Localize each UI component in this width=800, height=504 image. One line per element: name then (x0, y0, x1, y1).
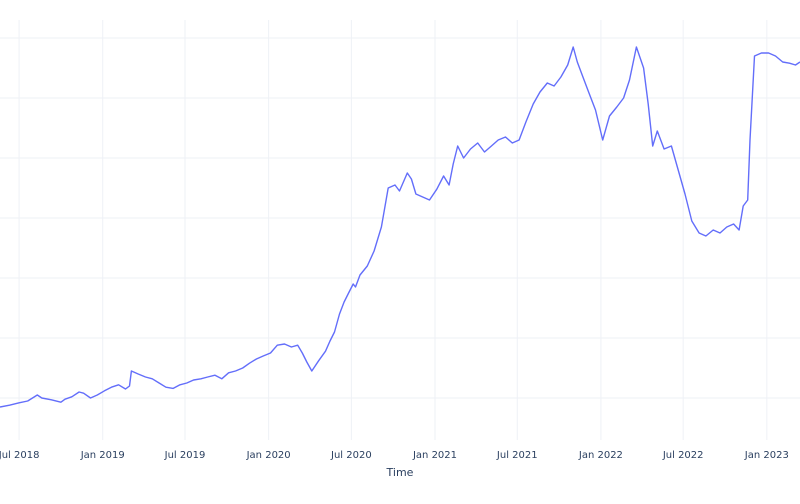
x-tick-label: Jan 2021 (412, 450, 457, 461)
x-tick-label: Jan 2020 (246, 450, 291, 461)
series-layer (0, 46, 800, 408)
x-tick-label: Jan 2022 (578, 450, 623, 461)
x-tick-label: Jul 2020 (330, 450, 372, 461)
x-tick-labels: Jul 2018 Jan 2019 Jul 2019 Jan 2020 Jul 2020… (0, 450, 789, 461)
x-tick-label: Jul 2019 (164, 450, 206, 461)
series-line (0, 46, 800, 408)
x-tick-label: Jul 2018 (0, 450, 39, 461)
x-tick-label: Jan 2023 (744, 450, 789, 461)
gridlines (0, 20, 800, 440)
x-tick-label: Jul 2021 (496, 450, 538, 461)
x-axis-title: Time (386, 466, 414, 479)
x-tick-label: Jul 2022 (662, 450, 704, 461)
x-tick-label: Jan 2019 (80, 450, 125, 461)
